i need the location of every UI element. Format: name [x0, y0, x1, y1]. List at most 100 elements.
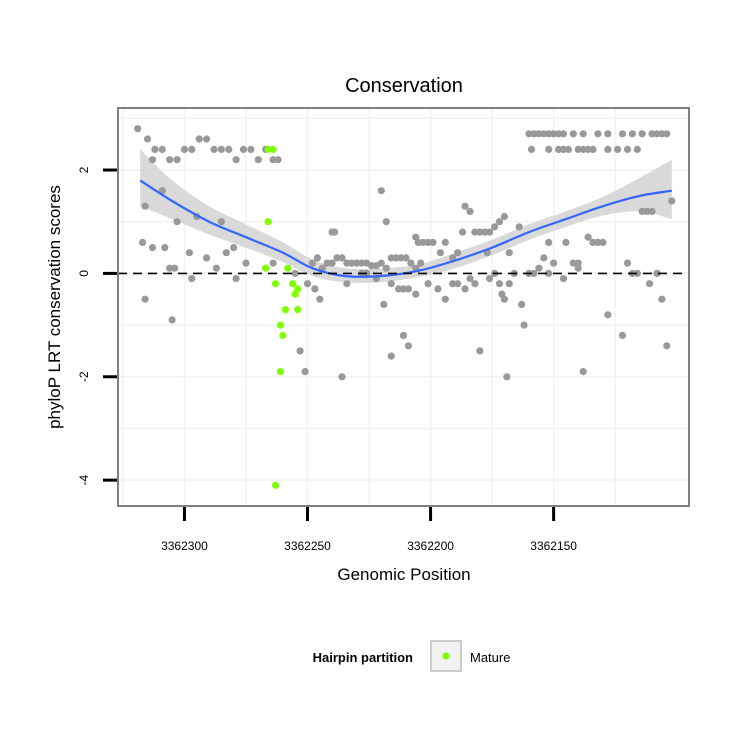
data-point [148, 156, 157, 164]
plot-panel [117, 107, 690, 507]
data-point [505, 249, 513, 257]
data-point [141, 295, 149, 303]
data-point [454, 249, 462, 257]
data-point [663, 130, 671, 138]
data-point [564, 145, 573, 153]
data-point [530, 269, 538, 277]
legend: Hairpin partition Mature [313, 640, 510, 672]
legend-title: Hairpin partition [313, 650, 413, 665]
data-point [461, 285, 469, 293]
data-point [301, 368, 309, 376]
data-point [343, 280, 351, 288]
data-point [399, 331, 408, 339]
data-point [296, 347, 304, 355]
y-axis: -4 -2 0 2 [77, 166, 117, 485]
data-point [454, 280, 462, 288]
data-point [594, 130, 602, 138]
data-point [646, 280, 654, 288]
chart-title: Conservation [345, 75, 463, 97]
data-point [518, 300, 526, 308]
data-point [274, 156, 282, 164]
data-point [217, 145, 225, 153]
data-point [515, 223, 523, 231]
data-point [604, 145, 612, 153]
data-point [599, 238, 607, 246]
data-point [579, 130, 587, 138]
data-point-mature [276, 321, 284, 329]
data-point-mature [269, 145, 277, 153]
data-point [559, 130, 568, 138]
data-point [574, 145, 582, 153]
data-point [638, 207, 646, 215]
data-point [574, 264, 582, 272]
data-point [589, 145, 597, 153]
data-point [210, 145, 218, 153]
data-point [459, 228, 467, 236]
data-point [486, 228, 494, 236]
data-point [311, 285, 319, 293]
data-point [134, 125, 142, 133]
data-point-mature [276, 368, 284, 376]
data-point [171, 264, 179, 272]
data-point [387, 352, 395, 360]
data-point [579, 368, 587, 376]
data-point [353, 259, 361, 267]
data-point [239, 145, 248, 153]
data-point [559, 275, 568, 283]
data-point [404, 285, 412, 293]
x-axis: 3362300 3362250 3362200 3362150 [161, 507, 577, 553]
y-tick-label: -4 [77, 474, 91, 485]
data-point [404, 342, 412, 350]
data-point-mature [262, 264, 270, 272]
data-point [614, 145, 622, 153]
data-point [397, 254, 405, 262]
data-point [569, 130, 577, 138]
data-point [424, 280, 432, 288]
data-point [291, 269, 299, 277]
data-point [269, 259, 277, 267]
data-point [550, 130, 558, 138]
x-tick-label: 3362300 [161, 539, 208, 553]
data-point [505, 280, 513, 288]
data-point-mature [271, 481, 280, 489]
data-point [663, 342, 671, 350]
data-point [203, 254, 211, 262]
data-point [158, 145, 166, 153]
data-point-mature [284, 264, 292, 272]
data-point [222, 249, 230, 257]
x-tick-label: 3362250 [284, 539, 331, 553]
data-point [173, 218, 181, 226]
panel-border [117, 107, 690, 507]
data-point-mature [281, 306, 289, 314]
data-point-mature [294, 285, 302, 293]
data-point [225, 145, 233, 153]
data-point [333, 254, 341, 262]
data-point [503, 373, 511, 381]
data-point [633, 145, 641, 153]
data-point-mature [271, 280, 280, 288]
data-point [434, 285, 442, 293]
data-point [412, 290, 420, 298]
data-point [562, 238, 570, 246]
data-point [203, 135, 211, 143]
data-points [134, 125, 676, 489]
data-point [380, 300, 388, 308]
data-point [161, 244, 169, 252]
data-point [185, 249, 193, 257]
data-point [618, 331, 627, 339]
data-point [668, 197, 676, 205]
data-point [195, 135, 203, 143]
data-point [604, 130, 612, 138]
data-point [148, 244, 157, 252]
data-point [530, 130, 538, 138]
data-point [594, 238, 602, 246]
data-point [141, 202, 149, 210]
data-point [495, 280, 504, 288]
data-point [316, 295, 324, 303]
data-point [212, 264, 220, 272]
data-point [382, 218, 390, 226]
data-point [151, 145, 159, 153]
data-point-mature [289, 280, 297, 288]
data-point [466, 207, 474, 215]
